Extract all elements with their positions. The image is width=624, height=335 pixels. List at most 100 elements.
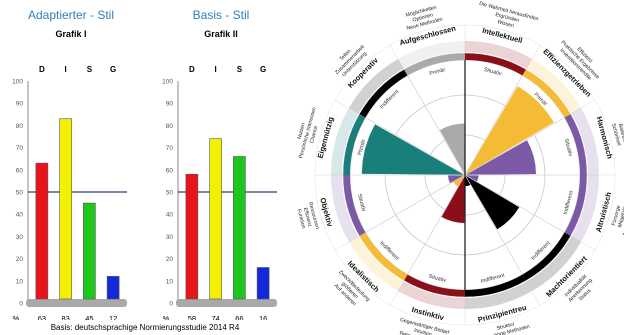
keyword-label: Optionen — [412, 12, 434, 23]
outer-band — [522, 232, 571, 281]
row-label: % — [13, 314, 20, 320]
value-label: 45 — [85, 314, 93, 320]
y-tick-label: 90 — [16, 101, 24, 108]
ring-label: Indifferent — [563, 190, 575, 216]
value-label: 16 — [259, 314, 267, 320]
value-label: 58 — [188, 314, 196, 320]
keyword-label: Schönheit — [610, 123, 622, 147]
label-band-tint — [465, 281, 532, 309]
y-tick-label: 0 — [169, 301, 173, 308]
keyword-label: Effizienz — [302, 207, 313, 228]
spoke — [464, 174, 565, 233]
value-label: 12 — [109, 314, 117, 320]
outer-band — [404, 274, 465, 297]
label-band-tint — [465, 41, 532, 69]
bar-chart-svg: 0 10 20 30 40 50 60 70 80 90 100 D 58 I 74 S 66 G 16% — [162, 65, 277, 320]
category-label: I — [215, 65, 217, 74]
outer-band — [522, 69, 571, 118]
label-band-tint — [526, 236, 582, 292]
label-band-tint — [331, 175, 359, 242]
value-wedge — [361, 123, 466, 176]
y-tick-label: 0 — [19, 301, 23, 308]
bar — [83, 202, 96, 300]
chart-title: Basis - Stil — [192, 8, 250, 22]
y-tick-label: 70 — [16, 145, 24, 152]
y-tick-label: 60 — [166, 167, 174, 174]
bar-chart-svg: 0 10 20 30 40 50 60 70 80 90 100 D 63 I 83 S 45 G 12% — [12, 65, 127, 320]
label-band-tint — [348, 58, 404, 114]
ring-label: Situativ — [356, 193, 367, 212]
chart-subtitle: Grafik I — [55, 29, 87, 39]
y-tick-label: 20 — [166, 256, 174, 263]
outer-band — [359, 232, 408, 281]
y-tick-label: 60 — [16, 167, 24, 174]
category-label: S — [87, 65, 93, 74]
ring-label: Primär — [429, 67, 446, 77]
y-tick-label: 40 — [16, 212, 24, 219]
base-plate — [26, 299, 127, 307]
ring-label: Situativ — [428, 274, 447, 285]
bar — [35, 162, 49, 300]
outer-band — [465, 274, 526, 297]
y-tick-label: 30 — [16, 234, 24, 241]
spoke — [407, 174, 466, 275]
keyword-label: Fürsorge — [611, 205, 622, 227]
category-label: I — [65, 65, 67, 74]
category-label: D — [189, 65, 195, 74]
bar — [209, 138, 222, 300]
value-label: 74 — [211, 314, 219, 320]
bar — [185, 173, 199, 300]
keyword-label: Mitgefühl — [617, 206, 624, 228]
label-band — [389, 24, 466, 70]
value-label: 66 — [235, 314, 243, 320]
y-tick-label: 50 — [166, 190, 174, 197]
spoke — [464, 117, 565, 176]
y-tick-label: 20 — [16, 256, 24, 263]
bar — [106, 276, 120, 300]
outer-band — [359, 69, 408, 118]
y-tick-label: 10 — [16, 278, 24, 285]
footnote: Basis: deutschsprachige Normierungsstudi… — [50, 323, 240, 332]
y-tick-label: 80 — [166, 123, 174, 130]
ring-label: Situativ — [563, 138, 574, 157]
y-tick-label: 80 — [16, 123, 24, 130]
outer-band — [564, 114, 587, 175]
label-band-tint — [571, 175, 599, 242]
bar-chart-adaptiert: Adaptierter - Stil Grafik I 0 10 20 30 40 50 6… — [0, 0, 145, 320]
y-tick-label: 40 — [166, 212, 174, 219]
keyword-label: Intuition — [413, 328, 432, 335]
keyword-label: Bewährte Methoden — [484, 324, 531, 335]
value-wedge — [464, 139, 537, 176]
spoke — [365, 117, 466, 176]
value-label: 63 — [38, 314, 46, 320]
keyword-label: Funktion — [295, 209, 306, 230]
ring-label: Indifferent — [480, 273, 506, 285]
outer-band — [404, 53, 465, 76]
keyword-label: Chance — [309, 125, 319, 144]
row-label: % — [163, 314, 170, 320]
y-tick-label: 100 — [162, 79, 173, 86]
label-band-tint — [526, 58, 582, 114]
bar — [256, 267, 270, 300]
spoke — [365, 174, 466, 233]
y-tick-label: 50 — [16, 190, 24, 197]
value-wedge — [464, 85, 555, 176]
bar — [59, 118, 72, 300]
ring-label: Primär — [357, 139, 367, 156]
y-tick-label: 30 — [166, 234, 174, 241]
ring-label: Situativ — [483, 67, 502, 78]
category-label: G — [260, 65, 266, 74]
bar — [233, 156, 246, 300]
value-wedge — [464, 174, 520, 230]
outer-band — [343, 114, 366, 175]
label-band-tint — [398, 281, 465, 309]
category-label: S — [237, 65, 243, 74]
label-band-tint — [571, 108, 599, 175]
label-band-tint — [331, 108, 359, 175]
label-band-tint — [348, 236, 404, 292]
y-tick-label: 100 — [12, 79, 23, 86]
chart-title: Adaptierter - Stil — [27, 8, 115, 22]
outer-band — [343, 175, 366, 236]
base-plate — [176, 299, 277, 307]
